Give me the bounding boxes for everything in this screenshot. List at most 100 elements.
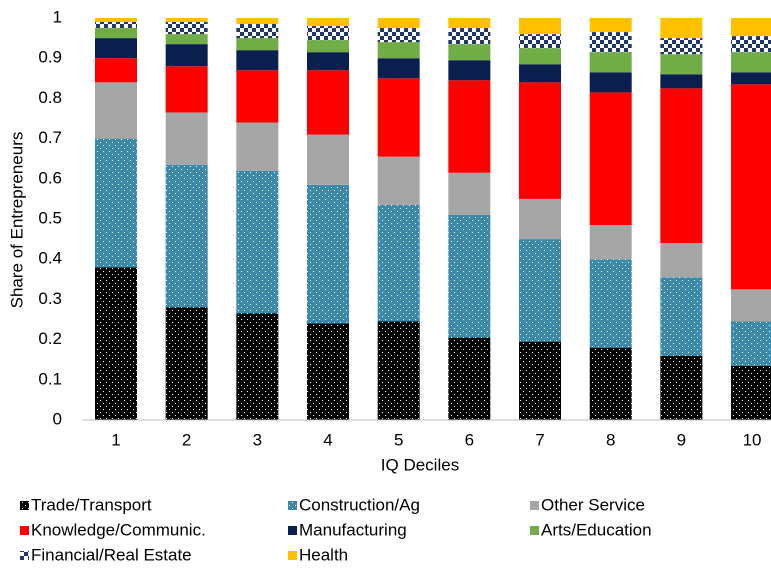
- bar-segment: [660, 355, 703, 420]
- legend-label: Knowledge/Communic.: [31, 520, 206, 539]
- y-tick-label: 0.2: [38, 329, 62, 348]
- bar-segment: [448, 60, 491, 81]
- y-tick-label: 0.8: [38, 88, 62, 107]
- legend-label: Construction/Ag: [299, 495, 420, 514]
- bar-segment: [307, 184, 350, 324]
- bar-segment: [589, 72, 632, 93]
- bar-segment: [731, 321, 771, 366]
- bar-segment: [660, 54, 703, 75]
- bar-segment: [589, 259, 632, 348]
- y-tick-label: 0.3: [38, 289, 62, 308]
- bar-segment: [660, 243, 703, 278]
- bar-segment: [660, 88, 703, 244]
- bar-segment: [519, 82, 562, 199]
- bar-segment: [731, 72, 771, 85]
- y-axis-label: Share of Entrepreneurs: [7, 132, 26, 309]
- legend-swatch: [288, 551, 297, 560]
- bar-segment: [95, 82, 137, 139]
- bar-segment: [377, 156, 420, 205]
- bar-segment: [236, 122, 279, 171]
- legend-label: Health: [299, 545, 348, 564]
- bar-segment: [165, 307, 208, 420]
- bar-segment: [731, 52, 771, 73]
- bar-segment: [448, 172, 491, 215]
- bar-segment: [95, 138, 137, 268]
- bar-segment: [519, 34, 562, 49]
- bar-segment: [519, 48, 562, 65]
- bar-segment: [307, 52, 350, 71]
- bar-segment: [589, 225, 632, 260]
- bar-segment: [448, 214, 491, 338]
- bar-segment: [95, 22, 137, 29]
- bar-segment: [307, 18, 350, 27]
- bar-segment: [236, 50, 279, 71]
- bar-segment: [236, 18, 279, 25]
- bar-segment: [589, 92, 632, 226]
- legend-swatch: [20, 501, 29, 510]
- bar-segment: [236, 24, 279, 39]
- bar-segment: [165, 112, 208, 165]
- x-tick-label: 2: [182, 430, 191, 449]
- legend-swatch: [530, 526, 539, 535]
- y-tick-label: 0.4: [38, 249, 62, 268]
- bar-segment: [165, 34, 208, 45]
- bar-segment: [660, 277, 703, 356]
- bar-segment: [95, 18, 137, 23]
- bar-segment: [448, 337, 491, 420]
- bar-segment: [377, 28, 420, 43]
- x-tick-label: 8: [606, 430, 615, 449]
- legend-swatch: [530, 501, 539, 510]
- y-tick-label: 1: [53, 7, 62, 26]
- bar-segment: [448, 44, 491, 61]
- bar-segment: [165, 18, 208, 23]
- y-tick-label: 0: [53, 409, 62, 428]
- bar-segment: [377, 78, 420, 157]
- bar-segment: [731, 18, 771, 37]
- x-tick-label: 1: [111, 430, 120, 449]
- bar-segment: [448, 28, 491, 45]
- legend-swatch: [20, 551, 29, 560]
- x-tick-label: 4: [323, 430, 332, 449]
- bar-segment: [95, 267, 137, 420]
- bar-segment: [519, 64, 562, 83]
- x-tick-label: 7: [535, 430, 544, 449]
- bar-segment: [236, 70, 279, 123]
- legend-label: Manufacturing: [299, 520, 407, 539]
- bar-segment: [377, 18, 420, 29]
- bar-segment: [448, 18, 491, 29]
- y-tick-label: 0.1: [38, 369, 62, 388]
- bar-segment: [95, 58, 137, 83]
- x-tick-label: 9: [677, 430, 686, 449]
- x-tick-label: 10: [743, 430, 762, 449]
- bar-segment: [448, 80, 491, 173]
- y-tick-label: 0.9: [38, 48, 62, 67]
- bar-segment: [519, 239, 562, 342]
- bar-segment: [307, 134, 350, 185]
- x-axis-label: IQ Deciles: [381, 455, 459, 474]
- bar-segment: [519, 18, 562, 35]
- bar-segment: [660, 74, 703, 89]
- bar-segment: [165, 164, 208, 308]
- bar-segment: [236, 313, 279, 420]
- bar-segment: [731, 36, 771, 53]
- x-tick-label: 5: [394, 430, 403, 449]
- bar-segment: [236, 38, 279, 51]
- y-tick-label: 0.5: [38, 208, 62, 227]
- y-tick-label: 0.6: [38, 168, 62, 187]
- legend-swatch: [288, 501, 297, 510]
- bar-segment: [95, 38, 137, 59]
- bar-segment: [660, 38, 703, 55]
- legend-label: Trade/Transport: [31, 495, 152, 514]
- bar-segment: [660, 18, 703, 39]
- bar-segment: [589, 18, 632, 33]
- bar-segment: [377, 42, 420, 59]
- legend-swatch: [20, 526, 29, 535]
- bar-segment: [589, 347, 632, 420]
- bar-segment: [165, 66, 208, 113]
- bar-segment: [236, 170, 279, 314]
- bar-segment: [377, 58, 420, 79]
- bar-segment: [731, 365, 771, 420]
- bar-segment: [307, 26, 350, 41]
- bar-segment: [589, 32, 632, 53]
